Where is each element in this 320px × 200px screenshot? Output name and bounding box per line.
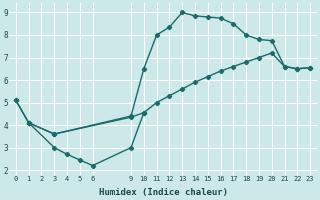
X-axis label: Humidex (Indice chaleur): Humidex (Indice chaleur) (99, 188, 228, 197)
